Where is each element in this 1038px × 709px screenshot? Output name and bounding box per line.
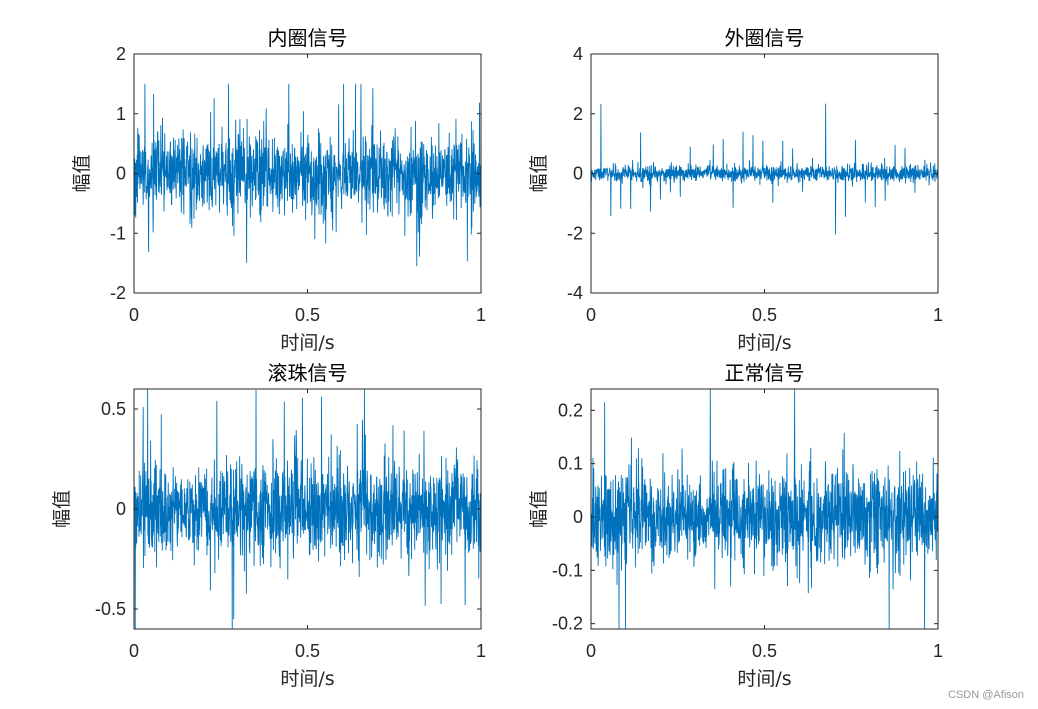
x-tick-label: 0.5 [752, 641, 777, 661]
x-tick-label: 1 [476, 305, 486, 325]
signal-line [591, 103, 938, 235]
subplot-title: 内圈信号 [268, 26, 348, 50]
y-tick-label: 0 [116, 164, 126, 184]
x-tick-label: 0 [129, 641, 139, 661]
y-axis-label: 幅值 [528, 490, 550, 528]
watermark: CSDN @Afison [948, 689, 1024, 701]
x-tick-label: 0.5 [295, 305, 320, 325]
x-tick-label: 1 [933, 641, 943, 661]
y-tick-label: 2 [573, 104, 583, 124]
x-axis-label: 时间/s [737, 668, 791, 690]
y-tick-label: 4 [573, 44, 583, 64]
signal-line [591, 389, 938, 629]
subplot-title: 外圈信号 [725, 26, 805, 50]
signal-line [134, 389, 481, 629]
y-tick-label: 0 [116, 499, 126, 519]
y-tick-label: -4 [567, 283, 583, 303]
y-axis-label: 幅值 [71, 154, 93, 192]
y-tick-label: 0.1 [558, 454, 583, 474]
y-axis-label: 幅值 [51, 490, 73, 528]
y-tick-label: 0.5 [101, 399, 126, 419]
x-tick-label: 0.5 [295, 641, 320, 661]
y-tick-label: -0.5 [95, 599, 126, 619]
x-axis-label: 时间/s [737, 332, 791, 354]
subplot-title: 滚珠信号 [268, 361, 348, 385]
x-tick-label: 1 [933, 305, 943, 325]
y-tick-label: -2 [110, 283, 126, 303]
y-tick-label: -1 [110, 223, 126, 243]
y-tick-label: -0.2 [552, 614, 583, 634]
y-tick-label: -2 [567, 223, 583, 243]
y-tick-label: -0.1 [552, 560, 583, 580]
y-tick-label: 1 [116, 104, 126, 124]
y-axis-label: 幅值 [528, 154, 550, 192]
y-tick-label: 0.2 [558, 400, 583, 420]
y-tick-label: 0 [573, 164, 583, 184]
y-tick-label: 0 [573, 507, 583, 527]
subplot-title: 正常信号 [725, 361, 805, 385]
x-tick-label: 0.5 [752, 305, 777, 325]
x-tick-label: 0 [586, 305, 596, 325]
x-tick-label: 1 [476, 641, 486, 661]
x-tick-label: 0 [586, 641, 596, 661]
x-tick-label: 0 [129, 305, 139, 325]
x-axis-label: 时间/s [280, 332, 334, 354]
signal-line [134, 83, 481, 267]
y-tick-label: 2 [116, 44, 126, 64]
x-axis-label: 时间/s [280, 668, 334, 690]
